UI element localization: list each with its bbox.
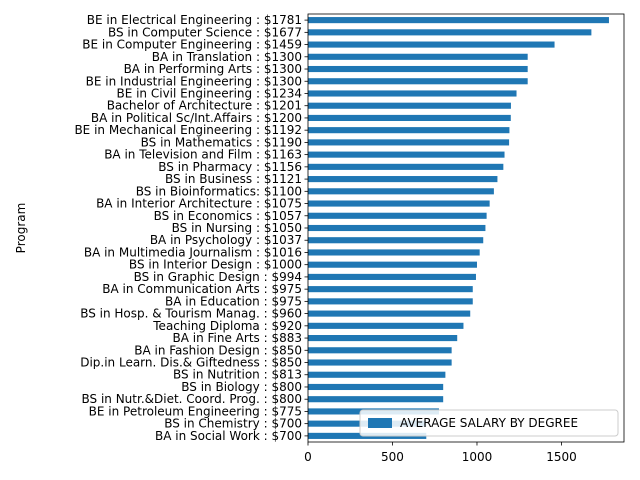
legend-label: AVERAGE SALARY BY DEGREE (400, 416, 578, 430)
category-label: BE in Industrial Engineering : $1300 (86, 74, 302, 88)
bar (308, 127, 510, 134)
bar (308, 212, 487, 219)
category-label: Bachelor of Architecture : $1201 (107, 99, 302, 113)
bar (308, 53, 528, 60)
category-label: BA in Political Sc/Int.Affairs : $1200 (91, 111, 302, 125)
category-label: BS in Nutr.&Diet. Coord. Prog. : $800 (82, 392, 303, 406)
category-label: BS in Business : $1121 (165, 172, 302, 186)
bar (308, 200, 490, 207)
category-label: BS in Nursing : $1050 (172, 221, 302, 235)
category-label: BA in Psychology : $1037 (150, 233, 302, 247)
category-label: BS in Interior Design : $1000 (129, 258, 302, 272)
x-tick-label: 0 (304, 450, 312, 464)
category-label: BS in Pharmacy : $1156 (158, 160, 302, 174)
category-label: BS in Hosp. & Tourism Manag. : $960 (80, 307, 302, 321)
category-label: BA in Performing Arts : $1300 (124, 62, 302, 76)
bar (308, 78, 528, 85)
bar (308, 249, 480, 256)
bar (308, 347, 452, 354)
bar (308, 383, 444, 391)
category-label: BS in Bioinformatics: $1100 (136, 184, 302, 198)
bar (308, 359, 452, 366)
legend-box (359, 409, 619, 437)
category-label: BE in Mechanical Engineering : $1192 (74, 123, 302, 137)
category-label: BE in Electrical Engineering : $1781 (87, 13, 302, 27)
bar (308, 286, 473, 293)
bar (308, 41, 555, 48)
category-label: Dip.in Learn. Dis.& Giftedness : $850 (80, 356, 302, 370)
bar (308, 310, 471, 317)
axes-frame (307, 13, 625, 443)
category-label: BA in Fine Arts : $883 (173, 331, 303, 345)
bar (308, 139, 510, 146)
x-axis-ticks: 0 500 1000 1500 (304, 442, 577, 464)
bar (308, 176, 498, 183)
bar (308, 102, 511, 109)
bar (308, 335, 458, 342)
category-label: BA in Multimedia Journalism : $1016 (84, 245, 302, 259)
x-tick-label: 1500 (546, 450, 577, 464)
bar (308, 29, 592, 36)
bar (308, 237, 484, 244)
category-label: BA in Fashion Design : $850 (134, 343, 302, 357)
bars-layer (308, 17, 609, 439)
x-tick-label: 500 (381, 450, 404, 464)
bar (308, 396, 444, 403)
category-label: BS in Biology : $800 (181, 380, 302, 394)
category-label: BS in Graphic Design : $994 (134, 270, 302, 284)
category-label: BE in Civil Engineering : $1234 (116, 86, 302, 100)
category-label: BA in Television and Film : $1163 (104, 148, 302, 162)
category-label: BE in Computer Engineering : $1459 (82, 38, 302, 52)
category-label: Teaching Diploma : $920 (152, 319, 302, 333)
category-label: BS in Economics : $1057 (154, 209, 302, 223)
bar (308, 371, 446, 378)
bar (308, 65, 528, 73)
category-label: BA in Translation : $1300 (152, 50, 302, 64)
category-label: BA in Education : $975 (165, 294, 302, 308)
category-label: BA in Interior Architecture : $1075 (96, 197, 302, 211)
bar (308, 90, 517, 97)
bar (308, 17, 609, 24)
bar (308, 224, 486, 232)
y-axis-label: Program (14, 203, 28, 254)
category-label: BA in Social Work : $700 (155, 429, 302, 443)
bar (308, 163, 504, 170)
bar (308, 298, 473, 305)
bar (308, 114, 511, 121)
category-label: BS in Computer Science : $1677 (108, 25, 302, 39)
legend-swatch (368, 418, 392, 428)
category-label: BS in Nutrition : $813 (173, 368, 302, 382)
category-label: BS in Chemistry : $700 (164, 417, 302, 431)
bar (308, 188, 494, 195)
bar (308, 151, 505, 158)
category-label: BE in Petroleum Engineering : $775 (89, 404, 302, 418)
bar (308, 261, 477, 268)
plot-frame (307, 13, 625, 443)
legend: AVERAGE SALARY BY DEGREE (359, 409, 619, 437)
category-label: BS in Mathematics : $1190 (141, 135, 302, 149)
x-tick-label: 1000 (462, 450, 493, 464)
bar (308, 273, 476, 280)
category-label: BA in Communication Arts : $975 (102, 282, 302, 296)
bar (308, 322, 464, 329)
